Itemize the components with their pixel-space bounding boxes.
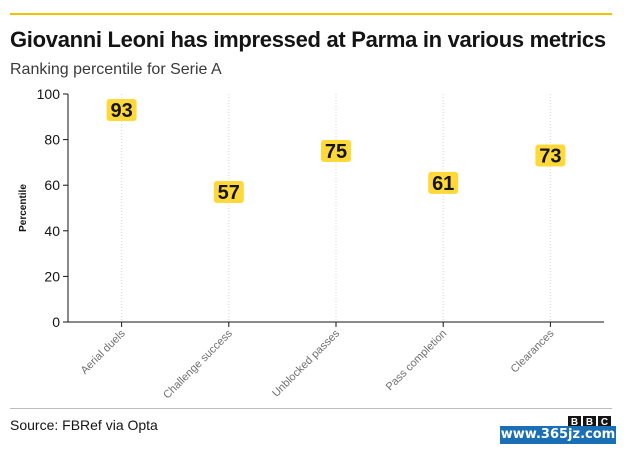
value-marker: 57 bbox=[213, 181, 244, 204]
source-note: Source: FBRef via Opta bbox=[10, 417, 158, 433]
percentile-chart: 0 20 40 60 80 100 Percentile Aerial duels Challe… bbox=[18, 86, 604, 401]
value-highlight bbox=[535, 144, 566, 167]
chart-subtitle: Ranking percentile for Serie A bbox=[10, 61, 222, 78]
x-tick-label: Challenge success bbox=[161, 327, 235, 401]
x-tick-label: Pass completion bbox=[384, 328, 450, 394]
value-marker: 73 bbox=[535, 144, 566, 168]
y-tick-label: 40 bbox=[44, 223, 60, 239]
footer-rule bbox=[10, 408, 612, 409]
y-tick-label: 100 bbox=[37, 86, 61, 102]
value-label: 57 bbox=[218, 182, 240, 204]
bbc-logo: B B C bbox=[568, 416, 611, 429]
x-tick-label: Aerial duels bbox=[79, 327, 128, 376]
watermark: www.365jz.com bbox=[500, 426, 616, 444]
value-highlight bbox=[213, 181, 244, 204]
value-highlight bbox=[106, 98, 137, 121]
y-tick-label: 20 bbox=[44, 268, 60, 284]
value-highlight bbox=[321, 140, 351, 162]
bbc-logo-c: C bbox=[598, 416, 611, 429]
value-marker: 61 bbox=[428, 171, 459, 195]
value-label: 93 bbox=[110, 100, 132, 122]
y-axis-title: Percentile bbox=[18, 184, 29, 232]
value-label: 73 bbox=[539, 146, 561, 168]
top-accent-rule bbox=[10, 13, 612, 15]
y-tick-label: 60 bbox=[44, 177, 60, 193]
value-marker: 93 bbox=[106, 98, 137, 122]
y-tick-label: 0 bbox=[52, 314, 60, 330]
value-highlight bbox=[428, 171, 459, 194]
value-label: 61 bbox=[432, 173, 454, 195]
x-tick-label: Clearances bbox=[509, 327, 557, 375]
bbc-logo-b1: B bbox=[568, 416, 581, 429]
bbc-logo-b2: B bbox=[583, 416, 596, 429]
y-tick-label: 80 bbox=[44, 132, 60, 148]
value-label: 75 bbox=[325, 141, 347, 163]
chart-title: Giovanni Leoni has impressed at Parma in… bbox=[10, 27, 606, 52]
value-marker: 75 bbox=[321, 140, 351, 163]
x-tick-label: Unblocked passes bbox=[270, 327, 342, 399]
